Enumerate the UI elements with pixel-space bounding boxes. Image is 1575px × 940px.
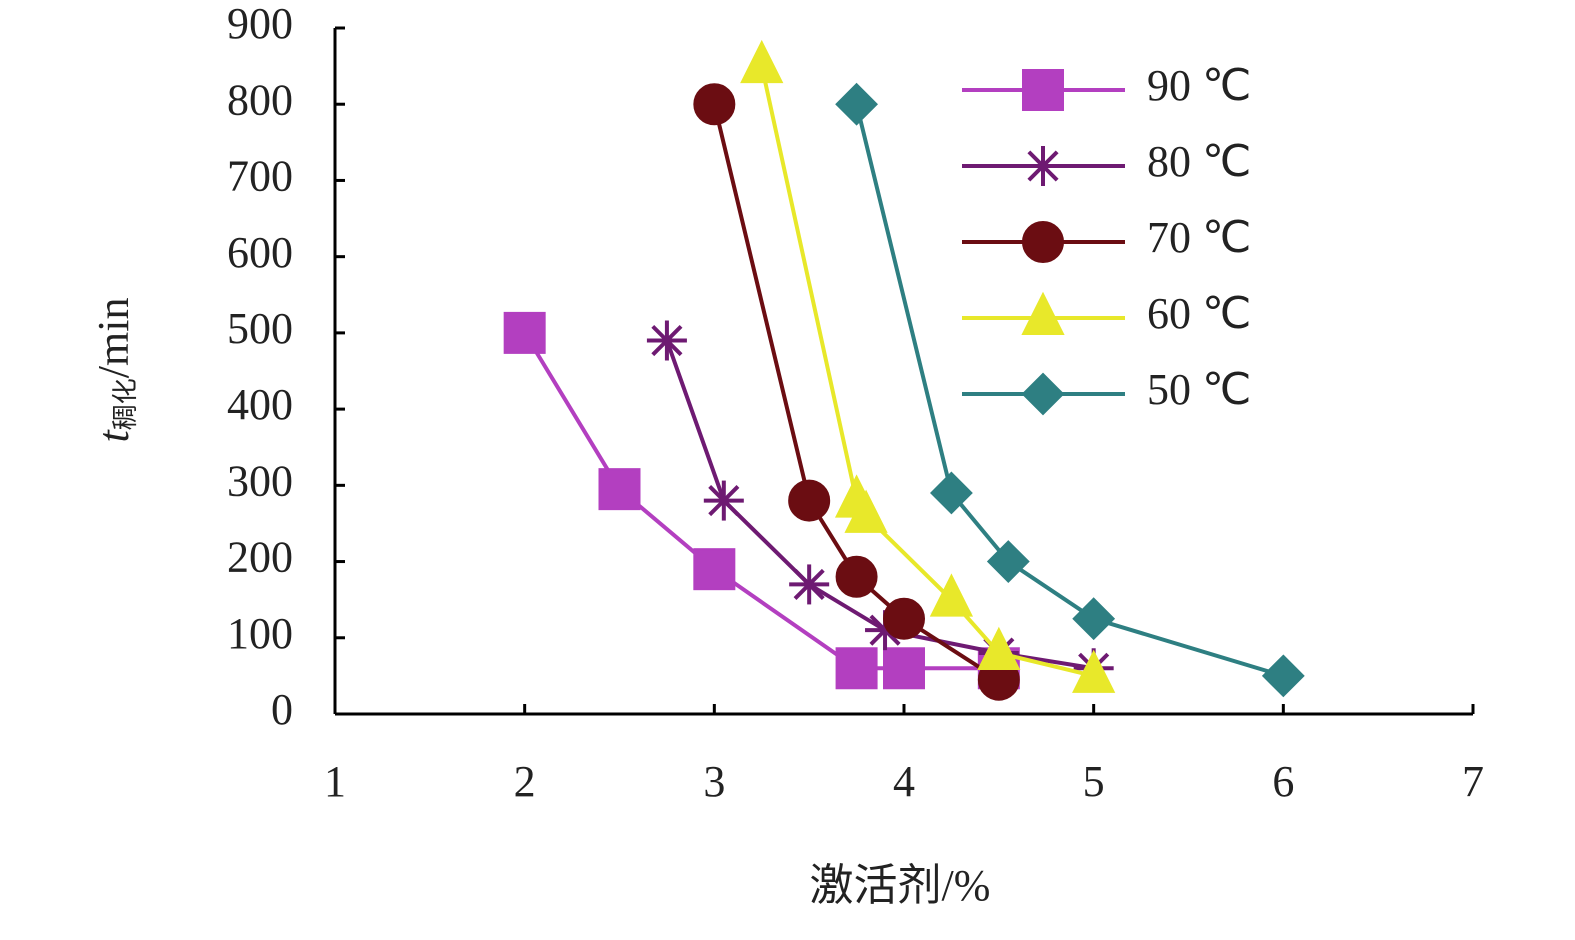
marker: [844, 489, 888, 533]
y-axis-symbol: t: [89, 428, 138, 442]
marker: [503, 311, 546, 354]
legend-label: 50 ℃: [1147, 365, 1251, 414]
marker-circle: [1022, 221, 1064, 263]
marker: [598, 468, 641, 511]
legend-marker: [1021, 372, 1065, 416]
marker-diamond: [986, 540, 1030, 583]
marker-diamond: [1072, 597, 1116, 641]
x-axis-title: 激活剂/%: [810, 861, 991, 910]
marker-square: [503, 311, 546, 354]
x-tick-label: 4: [893, 757, 915, 806]
marker: [930, 471, 973, 515]
marker-circle: [883, 597, 925, 640]
marker-square: [693, 548, 736, 591]
y-tick-label: 800: [227, 75, 293, 124]
legend-marker: [1022, 69, 1064, 111]
marker: [835, 555, 878, 598]
y-tick-label: 900: [227, 0, 293, 48]
marker-triangle: [1072, 649, 1116, 693]
legend-marker: [1021, 291, 1065, 335]
marker-star-arm: [708, 485, 740, 517]
marker: [929, 573, 974, 617]
series-line: [759, 65, 1095, 678]
marker: [646, 320, 687, 361]
legend-label: 70 ℃: [1147, 213, 1251, 262]
y-tick-label: 100: [227, 609, 293, 658]
marker: [740, 39, 784, 84]
marker: [986, 540, 1030, 583]
marker-circle: [693, 83, 736, 126]
marker-diamond: [1021, 372, 1065, 416]
marker-triangle: [740, 39, 784, 84]
y-axis-title: t稠化/min: [89, 298, 140, 443]
y-axis-subscript: 稠化: [111, 378, 140, 430]
marker-square: [598, 468, 641, 511]
y-tick-label: 400: [227, 380, 293, 429]
marker: [693, 83, 736, 126]
y-tick-label: 300: [227, 456, 293, 505]
marker-square: [835, 647, 878, 690]
y-tick-label: 700: [227, 152, 293, 201]
y-tick-label: 600: [227, 228, 293, 277]
marker-triangle: [844, 489, 888, 533]
x-tick-label: 7: [1462, 757, 1484, 806]
marker-circle: [788, 479, 831, 522]
x-tick-label: 6: [1272, 757, 1294, 806]
series-line: [522, 331, 999, 671]
legend-marker: [1023, 146, 1063, 186]
marker: [703, 480, 744, 521]
marker-triangle: [1021, 291, 1065, 335]
legend-label: 60 ℃: [1147, 289, 1251, 338]
x-tick-label: 1: [324, 757, 346, 806]
marker-diamond: [835, 82, 878, 126]
marker: [788, 479, 831, 522]
marker-triangle: [929, 573, 974, 617]
marker: [835, 647, 878, 690]
marker-square: [1022, 69, 1064, 111]
marker: [1261, 654, 1305, 698]
y-tick-label: 200: [227, 533, 293, 582]
marker-diamond: [930, 471, 973, 515]
marker-star-arm: [793, 568, 825, 600]
marker-diamond: [1261, 654, 1305, 698]
x-tick-label: 5: [1083, 757, 1105, 806]
x-tick-label: 3: [703, 757, 725, 806]
marker-star-arm: [1027, 150, 1059, 182]
marker-triangle: [977, 626, 1021, 671]
legend-marker: [1022, 221, 1064, 263]
marker: [883, 647, 925, 690]
marker-circle: [835, 555, 878, 598]
marker: [835, 82, 878, 126]
marker: [1072, 649, 1116, 693]
legend-label: 90 ℃: [1147, 61, 1251, 110]
marker: [789, 564, 830, 605]
marker: [883, 597, 925, 640]
x-tick-label: 2: [514, 757, 536, 806]
marker: [693, 548, 736, 591]
y-tick-label: 0: [271, 685, 293, 734]
y-axis-unit: /min: [89, 298, 138, 379]
y-tick-label: 500: [227, 304, 293, 353]
marker-star-arm: [651, 324, 683, 357]
marker: [1072, 597, 1116, 641]
legend-label: 80 ℃: [1147, 137, 1251, 186]
marker: [977, 626, 1021, 671]
marker-square: [883, 647, 925, 690]
y-axis-title-text: t稠化/min: [89, 298, 140, 443]
